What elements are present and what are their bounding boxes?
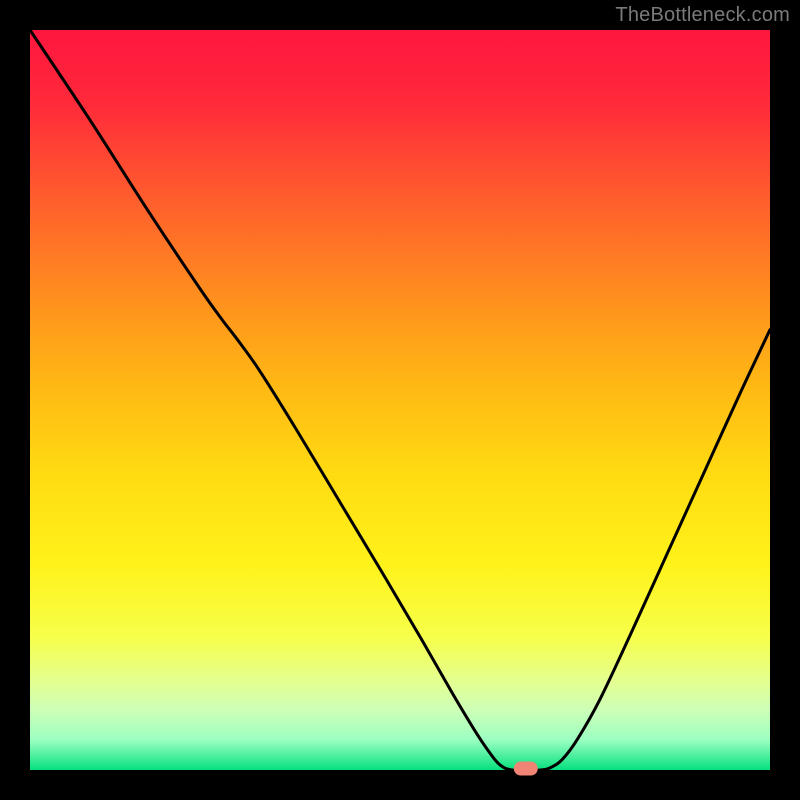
watermark-text: TheBottleneck.com xyxy=(615,4,790,27)
sweet-spot-marker xyxy=(514,762,538,776)
chart-frame: TheBottleneck.com xyxy=(0,0,800,800)
gradient-background xyxy=(30,30,770,770)
bottleneck-chart xyxy=(0,0,800,800)
